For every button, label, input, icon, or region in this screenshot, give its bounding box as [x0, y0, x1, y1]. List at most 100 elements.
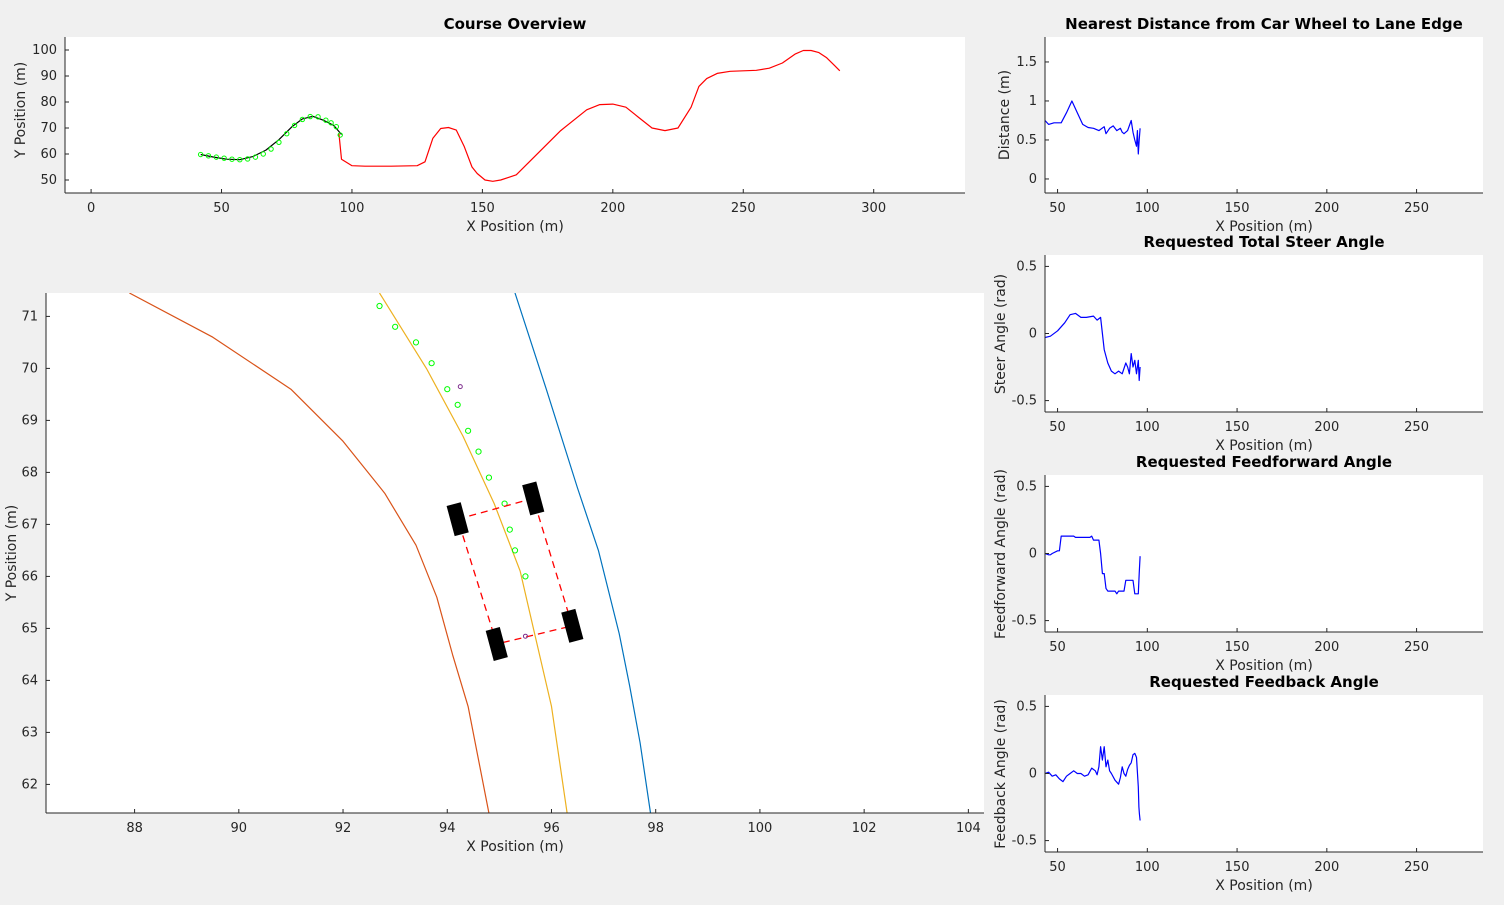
course-marker — [260, 151, 266, 157]
course-xtick-label: 0 — [87, 201, 95, 216]
zoom-marker — [376, 302, 383, 310]
feedback-axes — [1045, 695, 1483, 852]
course-marker — [229, 156, 235, 162]
steer-xlabel: X Position (m) — [1215, 438, 1313, 454]
zoom-marker — [444, 386, 451, 393]
zoom-ytick-label: 63 — [21, 725, 38, 740]
feedback-xtick-label: 150 — [1225, 860, 1250, 875]
vehicle-wheel — [561, 608, 584, 643]
distance-xtick-label: 150 — [1225, 201, 1250, 216]
course-marker — [244, 156, 251, 162]
zoom-ytick-label: 69 — [21, 413, 38, 428]
steer-ylabel: Steer Angle (rad) — [993, 274, 1009, 394]
zoom-ytick-label: 67 — [21, 517, 38, 532]
zoom-ytick-label: 64 — [21, 673, 38, 688]
zoom-xtick-label: 100 — [748, 821, 773, 836]
course-xtick-label: 50 — [213, 201, 230, 216]
course-ytick-label: 60 — [40, 147, 57, 162]
distance-data — [1045, 100, 1141, 155]
distance-xtick-label: 50 — [1049, 201, 1066, 216]
course-marker — [315, 114, 321, 120]
distance-ytick-label: 0.5 — [1016, 133, 1037, 148]
zoom-marker — [475, 448, 482, 455]
course-marker — [221, 155, 227, 161]
feedforward-axes — [1045, 475, 1483, 632]
course-marker — [328, 120, 334, 126]
feedback-title: Requested Feedback Angle — [1149, 673, 1379, 691]
steer-xtick-label: 200 — [1314, 420, 1339, 435]
course-ytick-label: 90 — [40, 69, 57, 84]
zoom-xtick-label: 90 — [231, 821, 248, 836]
feedforward-xlabel: X Position (m) — [1215, 658, 1313, 674]
course-ytick-label: 100 — [32, 43, 57, 58]
feedforward-ytick-label: 0 — [1029, 547, 1037, 562]
zoom-ytick-label: 62 — [21, 777, 38, 792]
zoom-ytick-label: 71 — [21, 309, 38, 324]
feedforward-xtick-label: 50 — [1049, 640, 1066, 655]
zoom-marker — [392, 323, 399, 330]
feedback-ytick-label: 0 — [1029, 767, 1037, 782]
zoom-marker — [511, 547, 519, 554]
feedforward-ytick-label: 0.5 — [1016, 479, 1037, 494]
zoom-xtick-label: 102 — [852, 821, 877, 836]
course-marker — [299, 116, 306, 123]
feedback-xlabel: X Position (m) — [1215, 878, 1313, 894]
feedforward-ylabel: Feedforward Angle (rad) — [993, 469, 1009, 639]
zoom-marker — [485, 474, 493, 481]
course-marker — [268, 146, 274, 152]
distance-xtick-label: 200 — [1314, 201, 1339, 216]
course-xtick-label: 250 — [731, 201, 756, 216]
course-axes — [65, 37, 965, 193]
distance-xtick-label: 250 — [1404, 201, 1429, 216]
feedforward-xtick-label: 150 — [1225, 640, 1250, 655]
feedback-data — [1045, 746, 1141, 821]
course-marker — [307, 113, 313, 120]
zoom-marker — [522, 573, 529, 580]
zoom-marker — [465, 427, 472, 434]
vehicle-reference-point — [522, 633, 528, 639]
course-title: Course Overview — [444, 15, 587, 33]
vehicle-reference-point — [457, 384, 463, 390]
zoom-marker — [428, 360, 435, 367]
zoom-xtick-label: 96 — [543, 821, 560, 836]
vehicle-outline — [457, 497, 574, 645]
zoom-series-2-line — [514, 293, 652, 813]
feedback-ytick-label: 0.5 — [1016, 699, 1037, 714]
course-ytick-label: 70 — [40, 121, 57, 136]
feedforward-series-0-line — [1045, 535, 1141, 595]
distance-xlabel: X Position (m) — [1215, 219, 1313, 235]
distance-ytick-label: 0 — [1029, 172, 1037, 187]
course-xtick-label: 200 — [600, 201, 625, 216]
distance-ytick-label: 1 — [1029, 94, 1037, 109]
steer-title: Requested Total Steer Angle — [1143, 233, 1384, 251]
course-marker — [337, 132, 343, 138]
distance-axes — [1045, 37, 1483, 193]
feedback-ylabel: Feedback Angle (rad) — [993, 699, 1009, 849]
course-marker — [333, 124, 340, 130]
distance-series-0-line — [1045, 100, 1141, 155]
feedback-xtick-label: 100 — [1135, 860, 1160, 875]
zoom-ytick-label: 66 — [21, 569, 38, 584]
zoom-xlabel: X Position (m) — [466, 839, 564, 855]
vehicle-wheel — [522, 481, 545, 516]
course-marker — [237, 157, 243, 163]
zoom-ytick-label: 65 — [21, 621, 38, 636]
feedback-xtick-label: 50 — [1049, 860, 1066, 875]
distance-title: Nearest Distance from Car Wheel to Lane … — [1065, 15, 1463, 33]
course-xlabel: X Position (m) — [466, 219, 564, 235]
feedforward-title: Requested Feedforward Angle — [1136, 453, 1392, 471]
feedback-xtick-label: 200 — [1314, 860, 1339, 875]
zoom-series-1-line — [378, 293, 568, 813]
course-ytick-label: 50 — [40, 173, 57, 188]
zoom-xtick-label: 94 — [439, 821, 456, 836]
steer-xtick-label: 100 — [1135, 420, 1160, 435]
steer-ytick-label: -0.5 — [1012, 394, 1037, 409]
course-marker — [213, 154, 220, 160]
steer-axes — [1045, 255, 1483, 412]
steer-ytick-label: 0 — [1029, 327, 1037, 342]
vehicle-wheel — [485, 627, 508, 661]
feedback-series-0-line — [1045, 746, 1141, 821]
distance-xtick-label: 100 — [1135, 201, 1160, 216]
